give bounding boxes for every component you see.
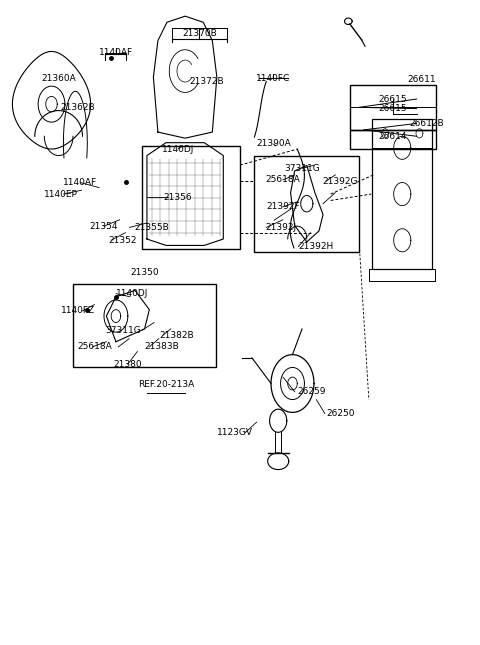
Text: 37311G: 37311G <box>284 164 320 173</box>
Text: 21392G: 21392G <box>323 177 358 186</box>
Bar <box>372 119 432 269</box>
Text: 21370B: 21370B <box>182 29 217 38</box>
Text: 21380: 21380 <box>114 360 142 369</box>
Bar <box>350 85 436 130</box>
Text: 1123GV: 1123GV <box>217 428 253 437</box>
Text: 21392J: 21392J <box>265 223 296 232</box>
Text: 21392H: 21392H <box>299 243 334 251</box>
Text: 21372B: 21372B <box>189 77 224 86</box>
Text: 1140DJ: 1140DJ <box>117 289 149 298</box>
Text: 25618A: 25618A <box>265 175 300 184</box>
Bar <box>73 284 216 368</box>
Text: 1140AF: 1140AF <box>63 178 97 187</box>
Text: 26614: 26614 <box>378 132 407 141</box>
Text: 1140EP: 1140EP <box>44 190 78 199</box>
Text: 1140AF: 1140AF <box>99 48 133 57</box>
Text: 21362B: 21362B <box>60 103 95 112</box>
Text: 26615: 26615 <box>378 104 407 113</box>
Text: 21390A: 21390A <box>256 139 291 148</box>
Text: 26612B: 26612B <box>410 119 444 128</box>
Text: 25618A: 25618A <box>77 342 112 352</box>
Text: REF.20-213A: REF.20-213A <box>138 381 194 390</box>
Text: 21350: 21350 <box>130 268 159 277</box>
Text: 21392F: 21392F <box>266 203 300 212</box>
Text: 1140FZ: 1140FZ <box>60 306 95 315</box>
Text: 21356: 21356 <box>164 193 192 202</box>
Text: 26611: 26611 <box>407 75 436 84</box>
Text: 37311G: 37311G <box>105 326 141 335</box>
Text: 1140DJ: 1140DJ <box>162 144 194 154</box>
Bar <box>254 155 360 252</box>
Text: 21352: 21352 <box>109 236 137 245</box>
Text: 26615: 26615 <box>378 95 407 103</box>
Text: 26259: 26259 <box>297 388 326 397</box>
Bar <box>142 146 240 248</box>
Text: 21360A: 21360A <box>41 74 76 83</box>
Text: 21355B: 21355B <box>134 223 169 232</box>
Text: 21354: 21354 <box>90 222 118 231</box>
Bar <box>350 130 436 149</box>
Text: 26250: 26250 <box>326 409 354 418</box>
Text: 1140FC: 1140FC <box>256 74 290 83</box>
Text: 21382B: 21382B <box>160 331 194 340</box>
Text: 21383B: 21383B <box>144 342 179 352</box>
